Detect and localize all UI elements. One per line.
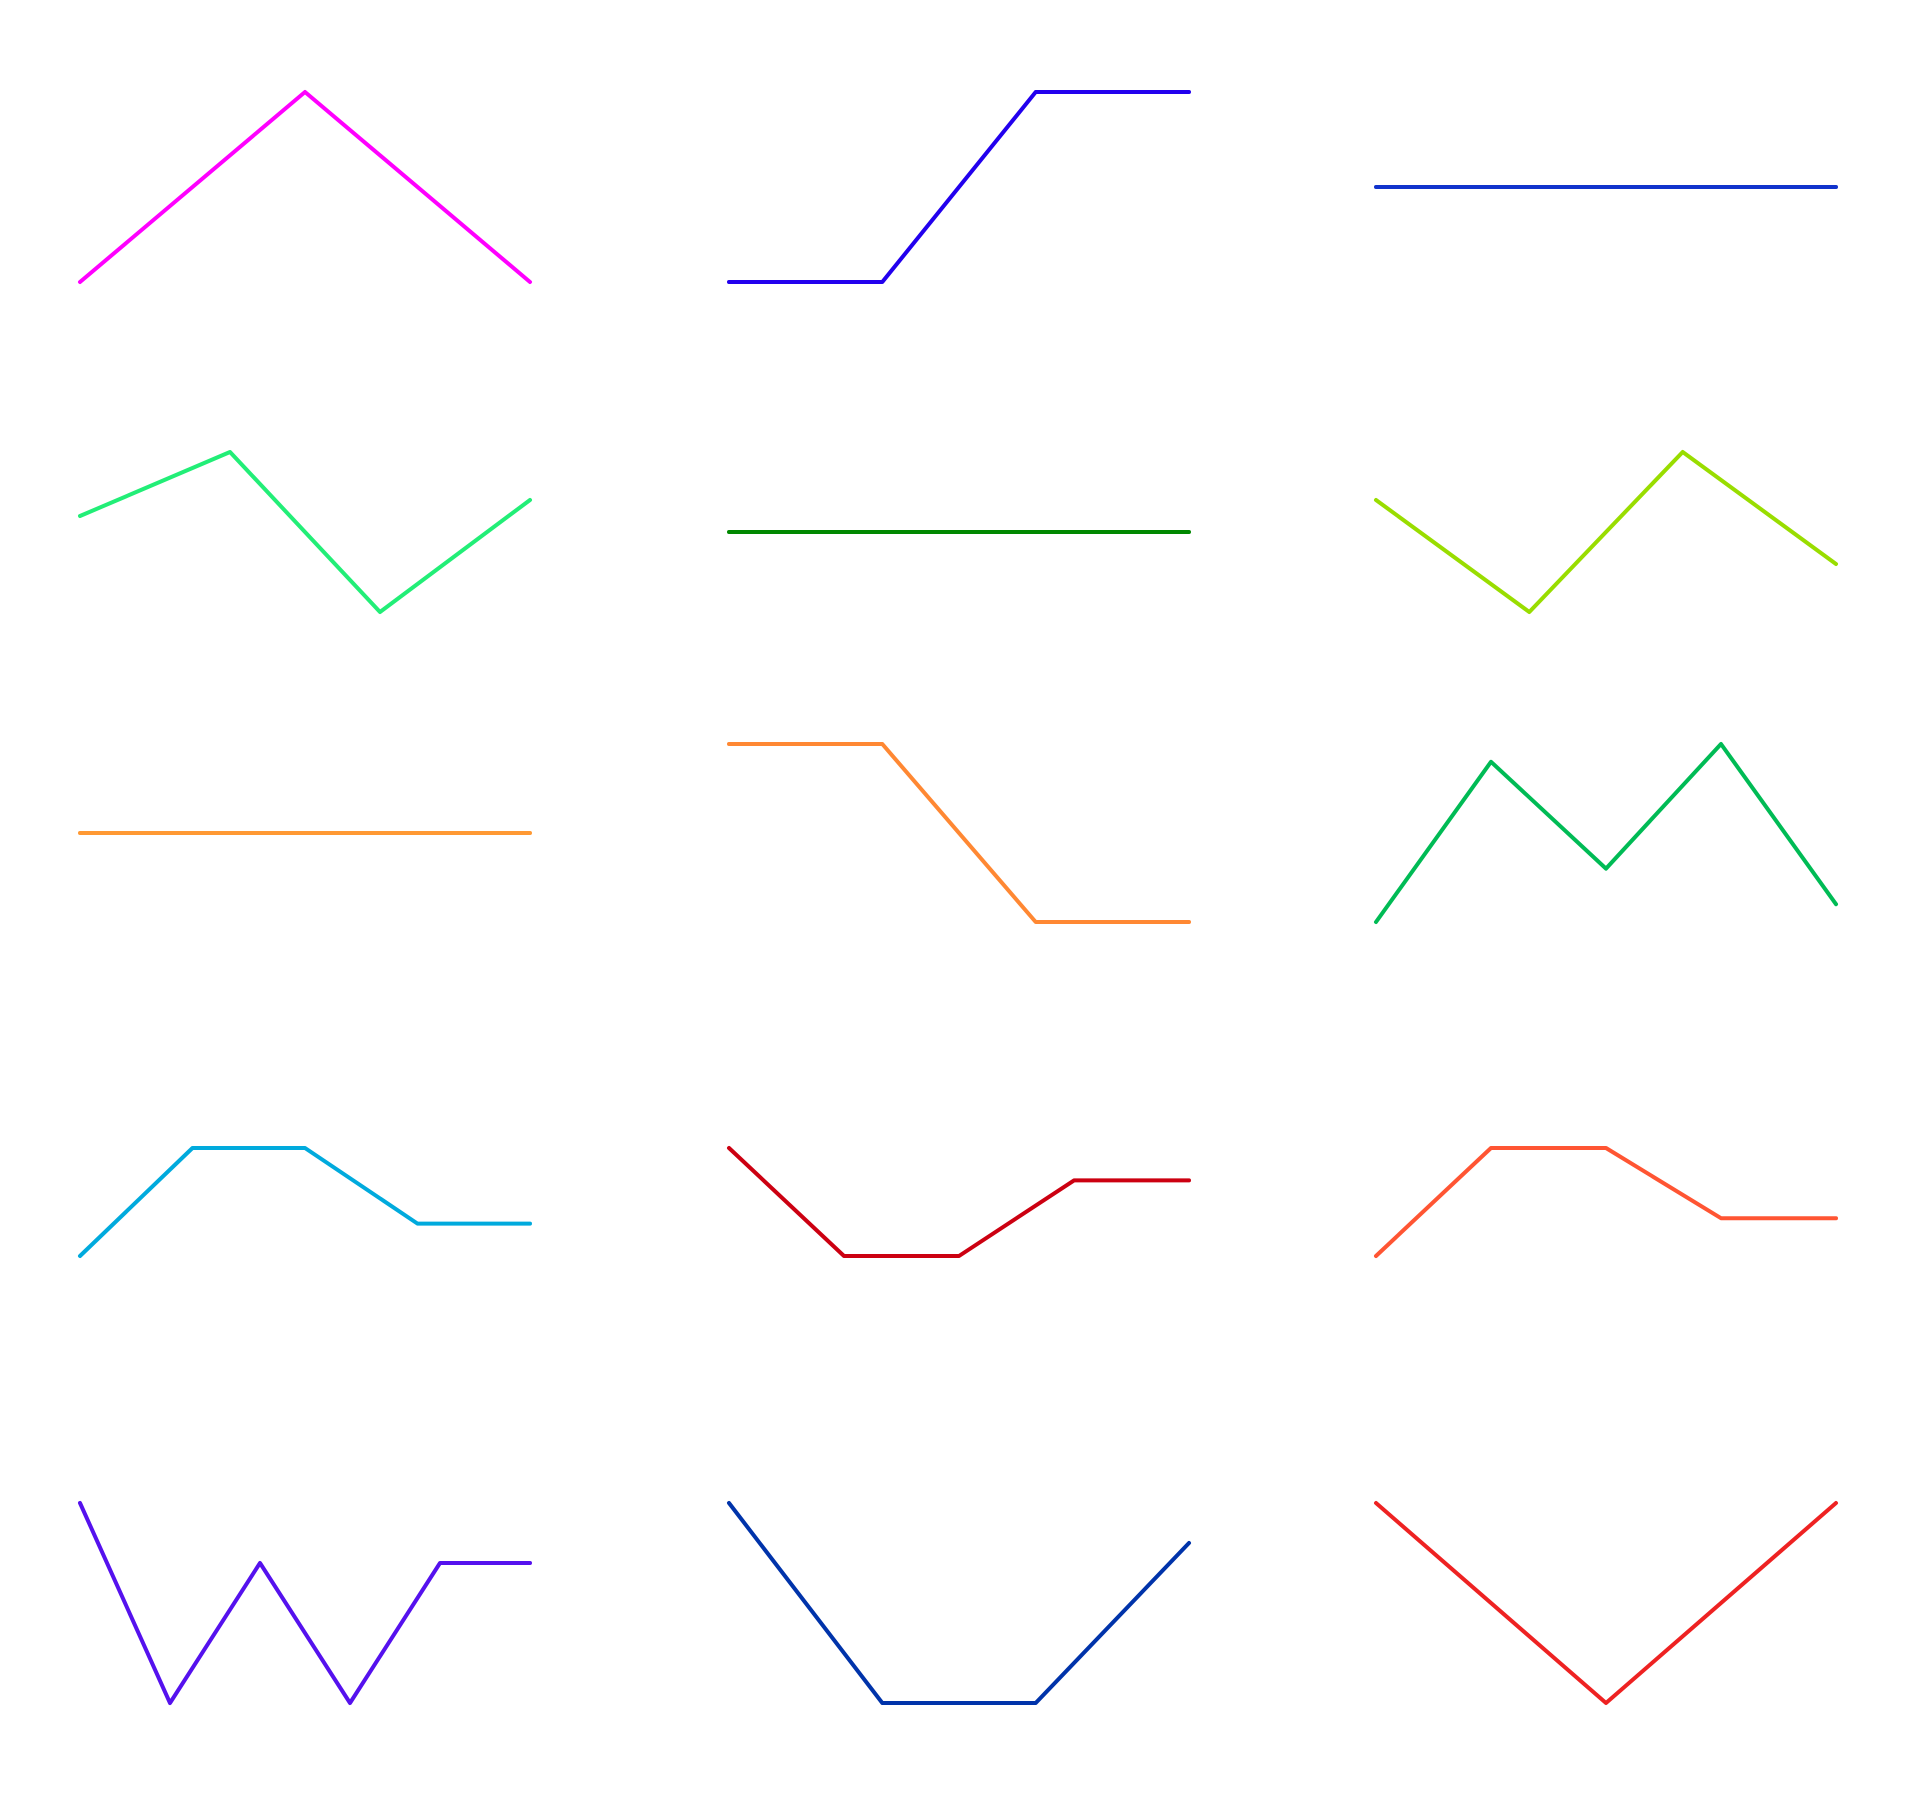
series-line-15	[1374, 1501, 1838, 1705]
series-line-9	[1374, 742, 1838, 924]
series-line-4	[78, 450, 532, 614]
series-line-1	[78, 90, 532, 284]
series-line-10	[78, 1146, 532, 1258]
series-line-2	[727, 90, 1191, 284]
series-line-13	[78, 1501, 532, 1705]
series-line-11	[727, 1146, 1191, 1258]
series-line-8	[727, 742, 1191, 924]
series-line-6	[1374, 450, 1838, 614]
series-line-12	[1374, 1146, 1838, 1258]
series-line-14	[727, 1501, 1191, 1705]
